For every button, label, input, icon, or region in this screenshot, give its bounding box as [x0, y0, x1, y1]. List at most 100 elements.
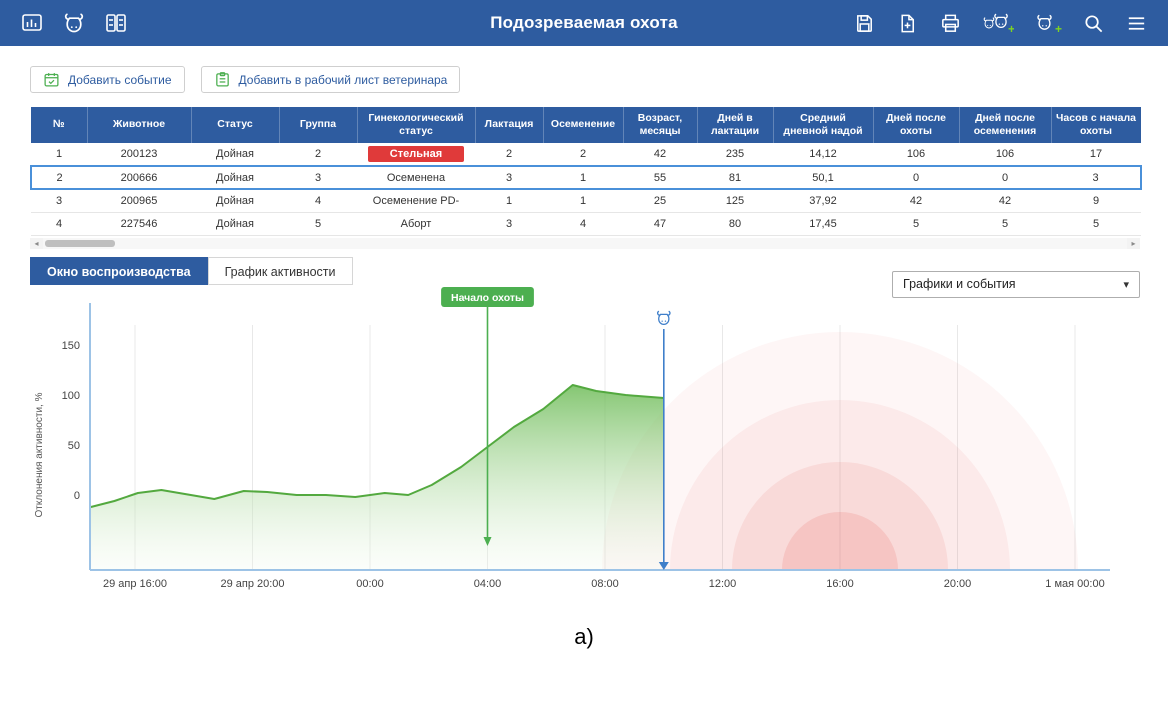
- y-tick-label: 50: [68, 440, 80, 452]
- current-marker-arrowhead: [658, 561, 669, 570]
- table-cell: 5: [279, 212, 357, 236]
- table-cell: Дойная: [191, 143, 279, 167]
- graph-mode-select[interactable]: Графики и события ▾: [892, 270, 1140, 298]
- column-header[interactable]: Возраст, месяцы: [623, 107, 698, 143]
- tab-reproduction-window[interactable]: Окно воспроизводства: [30, 256, 208, 285]
- table-cell: Дойная: [191, 189, 279, 213]
- ripple-circle: [782, 511, 898, 570]
- table-cell: 0: [959, 165, 1051, 190]
- chart-tabs: Окно воспроизводства График активности Г…: [30, 256, 1140, 298]
- table-cell: 3: [475, 165, 543, 190]
- table-cell: 4: [279, 189, 357, 213]
- table-cell: 37,92: [773, 189, 873, 213]
- x-tick-label: 12:00: [709, 578, 737, 590]
- ripple-circle: [602, 331, 1078, 570]
- print-icon[interactable]: [939, 12, 962, 35]
- table-cell: 14,12: [773, 143, 873, 167]
- horizontal-scrollbar[interactable]: ◂ ▸: [30, 237, 1140, 249]
- add-vet-worksheet-label: Добавить в рабочий лист ветеринара: [238, 72, 448, 87]
- table-row[interactable]: 3 200965 Дойная 4 Осеменение PD- 1 1 25 125 37,92…: [31, 189, 1141, 213]
- table-cell: 2: [543, 143, 623, 167]
- column-header[interactable]: Дней после охоты: [873, 107, 960, 143]
- table-cell: 235: [697, 143, 773, 167]
- table-cell: 55: [623, 165, 697, 190]
- toolbar: Добавить событие Добавить в рабочий лист…: [30, 66, 1140, 93]
- y-tick-label: 100: [62, 390, 80, 402]
- header-right-icons: + +: [853, 11, 1148, 35]
- table-cell: 125: [697, 189, 773, 213]
- table-header-row: № Животное Статус Группа Гинекологический ст…: [31, 107, 1142, 143]
- x-tick-label: 04:00: [474, 578, 502, 590]
- add-event-button[interactable]: Добавить событие: [30, 66, 185, 93]
- y-axis-label: Отклонения активности, %: [34, 392, 45, 517]
- column-header[interactable]: Животное: [87, 107, 192, 143]
- table-cell: 5: [1051, 212, 1141, 236]
- table-cell: 200666: [87, 165, 191, 190]
- cattle-list-icon[interactable]: [104, 11, 128, 35]
- scrollbar-thumb[interactable]: [45, 239, 115, 247]
- column-header[interactable]: Группа: [279, 107, 358, 143]
- table-cell: 2: [475, 143, 543, 167]
- y-tick-label: 0: [74, 490, 80, 502]
- table-row[interactable]: 2 200666 Дойная 3 Осеменена 3 1 55 81 50,1 0 0 3: [30, 165, 1142, 190]
- table-cell: 17: [1051, 143, 1141, 167]
- column-header[interactable]: Статус: [191, 107, 280, 143]
- column-header[interactable]: Осеменение: [543, 107, 624, 143]
- tab-activity-graph[interactable]: График активности: [207, 256, 353, 285]
- animal-table[interactable]: № Животное Статус Группа Гинекологический ст…: [30, 107, 1142, 236]
- table-cell: 81: [697, 165, 773, 190]
- current-marker-cow-icon: [656, 310, 671, 325]
- table-cell: Осеменение PD-: [357, 189, 475, 213]
- heat-start-label-box: [441, 286, 534, 307]
- column-header[interactable]: Дней в лактации: [697, 107, 774, 143]
- table-cell: 200123: [87, 143, 191, 167]
- activity-chart[interactable]: 29 апр 16:00 29 апр 20:00 00:00 04:00 08:00 1…: [30, 285, 1140, 593]
- table-cell: 42: [623, 143, 697, 167]
- signal-ripples: [602, 331, 1078, 570]
- table-cell: 1: [475, 189, 543, 213]
- svg-text:+: +: [1055, 22, 1062, 35]
- column-header[interactable]: Средний дневной надой: [773, 107, 874, 143]
- ripple-circle: [732, 461, 948, 570]
- table-cell: 200965: [87, 189, 191, 213]
- herd-add-icon[interactable]: +: [982, 11, 1014, 35]
- cow-add-icon[interactable]: +: [1034, 11, 1062, 35]
- table-cell: 1: [543, 165, 623, 190]
- table-cell: 1: [543, 189, 623, 213]
- table-cell: 50,1: [773, 165, 873, 190]
- table-cell: 17,45: [773, 212, 873, 236]
- add-event-label: Добавить событие: [68, 72, 172, 87]
- table-cell: Дойная: [191, 165, 279, 190]
- search-icon[interactable]: [1082, 12, 1105, 35]
- column-header[interactable]: Дней после осеменения: [959, 107, 1052, 143]
- scroll-left-arrow[interactable]: ◂: [30, 237, 43, 249]
- table-cell: 4: [543, 212, 623, 236]
- export-icon[interactable]: [896, 12, 919, 35]
- table-cell: Осеменена: [357, 165, 475, 190]
- column-header[interactable]: Гинекологический статус: [357, 107, 476, 143]
- x-tick-label: 20:00: [944, 578, 972, 590]
- menu-icon[interactable]: [1125, 12, 1148, 35]
- cow-icon[interactable]: [62, 11, 86, 35]
- table-row[interactable]: 1 200123 Дойная 2 Стельная 2 2 42 235 14,12 106 106…: [31, 143, 1141, 167]
- animal-table-body: 1 200123 Дойная 2 Стельная 2 2 42 235 14,12 106 106…: [30, 143, 1142, 236]
- table-cell: 227546: [87, 212, 191, 236]
- table-cell: Аборт: [357, 212, 475, 236]
- scrollbar-track[interactable]: [43, 237, 1127, 249]
- table-row[interactable]: 4 227546 Дойная 5 Аборт 3 4 47 80 17,45 5 5 5: [31, 212, 1141, 236]
- save-icon[interactable]: [853, 12, 876, 35]
- scroll-right-arrow[interactable]: ▸: [1127, 237, 1140, 249]
- ripple-circle: [670, 399, 1010, 570]
- table-cell: 106: [873, 143, 959, 167]
- x-tick-label: 16:00: [826, 578, 854, 590]
- column-header[interactable]: Лактация: [475, 107, 544, 143]
- analytics-icon[interactable]: [20, 11, 44, 35]
- y-tick-label: 150: [62, 340, 80, 352]
- calendar-add-icon: [43, 71, 60, 88]
- add-vet-worksheet-button[interactable]: Добавить в рабочий лист ветеринара: [200, 66, 461, 93]
- activity-chart-area: 29 апр 16:00 29 апр 20:00 00:00 04:00 08:00 1…: [30, 285, 1140, 598]
- column-header[interactable]: Часов с начала охоты: [1051, 107, 1142, 143]
- table-cell: 9: [1051, 189, 1141, 213]
- column-header[interactable]: №: [31, 107, 88, 143]
- table-cell: 42: [873, 189, 959, 213]
